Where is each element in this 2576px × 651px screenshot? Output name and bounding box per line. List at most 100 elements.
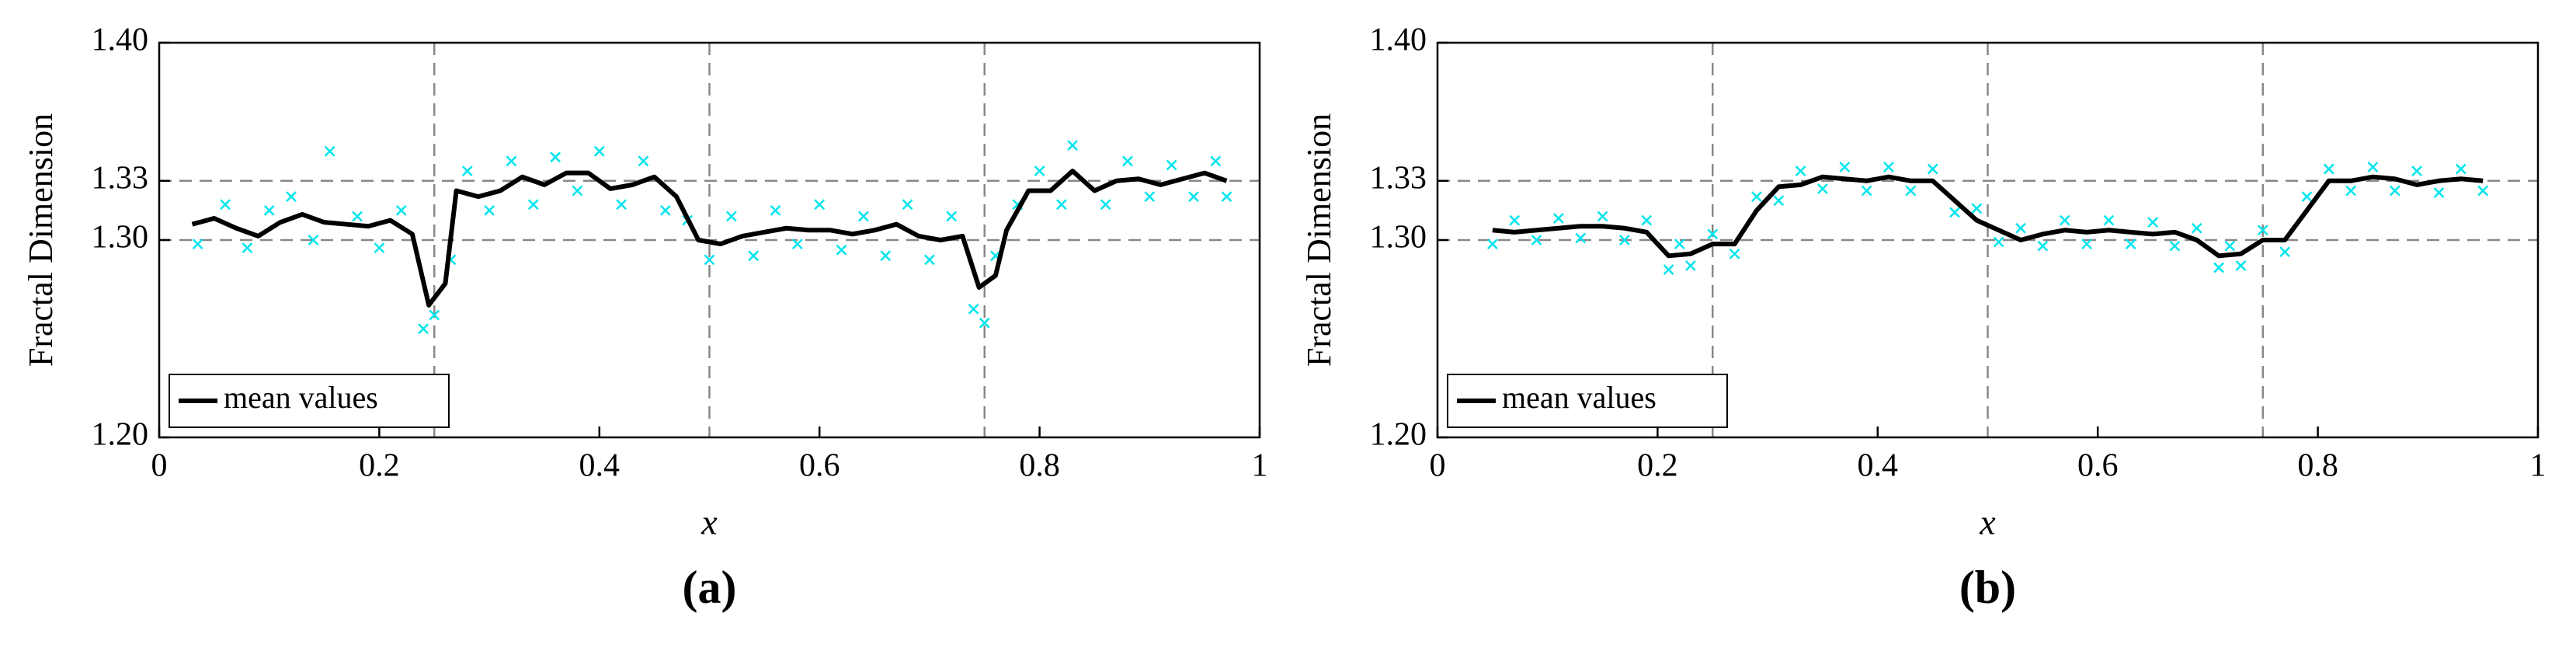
scatter-point: [192, 238, 203, 249]
scatter-point: [979, 317, 990, 329]
scatter-point: [1817, 183, 1828, 194]
scatter-point: [814, 199, 826, 211]
x-tick-label: 0.8: [2297, 448, 2338, 484]
scatter-point: [770, 205, 781, 216]
scatter-point: [2279, 246, 2290, 258]
scatter-point: [263, 205, 275, 216]
scatter-point: [550, 151, 561, 163]
scatter-point: [1751, 191, 1762, 203]
scatter-point: [1993, 236, 2004, 248]
y-tick-label: 1.30: [1370, 220, 1427, 256]
x-tick-label: 0.8: [1019, 448, 1060, 484]
scatter-point: [748, 250, 760, 262]
scatter-point: [429, 309, 440, 321]
x-tick-label: 0: [1430, 448, 1446, 484]
scatter-point: [242, 242, 253, 254]
scatter-point: [1100, 199, 1111, 211]
scatter-point: [1905, 185, 1917, 197]
scatter-point: [1166, 159, 1177, 171]
scatter-point: [2015, 222, 2026, 234]
scatter-point: [2224, 240, 2236, 252]
scatter-point: [286, 191, 297, 203]
scatter-point: [1056, 199, 1067, 211]
scatter-point: [704, 254, 715, 266]
mean-line: [191, 169, 1228, 308]
mean-line: [1492, 174, 2484, 259]
scatter-point: [2147, 217, 2158, 228]
panel: 1.20 1.30 1.33 1.40 0 0.2 0.4 0.6 0.8 1 x Fractal D…: [1300, 23, 2546, 613]
scatter-point: [418, 323, 429, 335]
scatter-point: [1729, 248, 1740, 259]
scatter-point: [2125, 238, 2136, 249]
scatter-point: [1034, 165, 1045, 176]
x-tick-label: 0.4: [1858, 448, 1899, 484]
scatter-point: [1188, 191, 1199, 203]
scatter-point: [2257, 225, 2268, 236]
caption: (a): [683, 562, 737, 613]
scatter-point: [2081, 238, 2092, 249]
legend-label: mean values: [224, 380, 378, 415]
scatter-point: [1597, 211, 1608, 222]
scatter-point: [1221, 191, 1232, 203]
scatter-point: [2213, 262, 2224, 273]
y-tick-label: 1.33: [1370, 160, 1427, 196]
scatter-point: [2345, 185, 2356, 197]
scatter-point: [1927, 163, 1938, 175]
scatter-point: [2103, 214, 2115, 226]
scatter-point: [902, 199, 913, 211]
scatter-point: [2477, 185, 2489, 197]
scatter-point: [1971, 203, 1983, 214]
scatter-point: [527, 199, 539, 211]
scatter-point: [2455, 163, 2466, 175]
scatter-point: [1552, 213, 1564, 224]
scatter-point: [2389, 185, 2400, 197]
scatter-point: [506, 155, 517, 167]
scatter-point: [461, 165, 473, 176]
scatter-point: [968, 304, 979, 315]
scatter-point: [2037, 240, 2049, 252]
x-tick-label: 0.4: [579, 448, 621, 484]
legend-label: mean values: [1502, 380, 1656, 415]
scatter-point: [572, 185, 583, 197]
scatter-point: [946, 211, 958, 222]
y-tick-label: 1.30: [92, 220, 149, 256]
scatter-point: [1641, 214, 1653, 226]
scatter-point: [220, 199, 231, 211]
scatter-point: [1795, 165, 1806, 176]
x-tick-label: 0.6: [799, 448, 840, 484]
scatter-point: [836, 244, 847, 256]
scatter-point: [1619, 235, 1630, 245]
scatter-point: [2367, 162, 2379, 172]
x-axis-label: x: [1979, 503, 1996, 542]
y-axis-label: Fractal Dimension: [1300, 113, 1338, 367]
x-tick-label: 1: [1252, 448, 1268, 484]
scatter-point: [791, 238, 803, 249]
scatter-point: [1663, 264, 1674, 275]
scatter-point: [2191, 222, 2202, 234]
caption: (b): [1959, 562, 2016, 613]
scatter-point: [1773, 195, 1785, 207]
scatter-point: [924, 254, 935, 266]
scatter-point: [1509, 214, 1521, 226]
scatter-point: [638, 155, 649, 167]
scatter-point: [484, 205, 495, 216]
scatter-point: [659, 205, 671, 216]
scatter-point: [1067, 140, 1078, 151]
scatter-point: [1531, 235, 1542, 245]
scatter-point: [616, 199, 627, 211]
scatter-point: [2235, 260, 2247, 271]
scatter-point: [2411, 165, 2423, 176]
y-tick-label: 1.40: [1370, 23, 1427, 58]
scatter-point: [352, 211, 363, 222]
x-tick-label: 0.6: [2077, 448, 2119, 484]
scatter-point: [374, 242, 385, 254]
scatter-point: [324, 145, 335, 157]
x-axis-label: x: [700, 503, 718, 542]
y-tick-label: 1.20: [92, 417, 149, 453]
scatter-point: [2301, 191, 2313, 203]
y-tick-label: 1.33: [92, 160, 149, 196]
scatter-point: [1575, 232, 1587, 244]
scatter-point: [1707, 228, 1719, 240]
x-tick-label: 0: [151, 448, 168, 484]
scatter-point: [857, 211, 869, 222]
